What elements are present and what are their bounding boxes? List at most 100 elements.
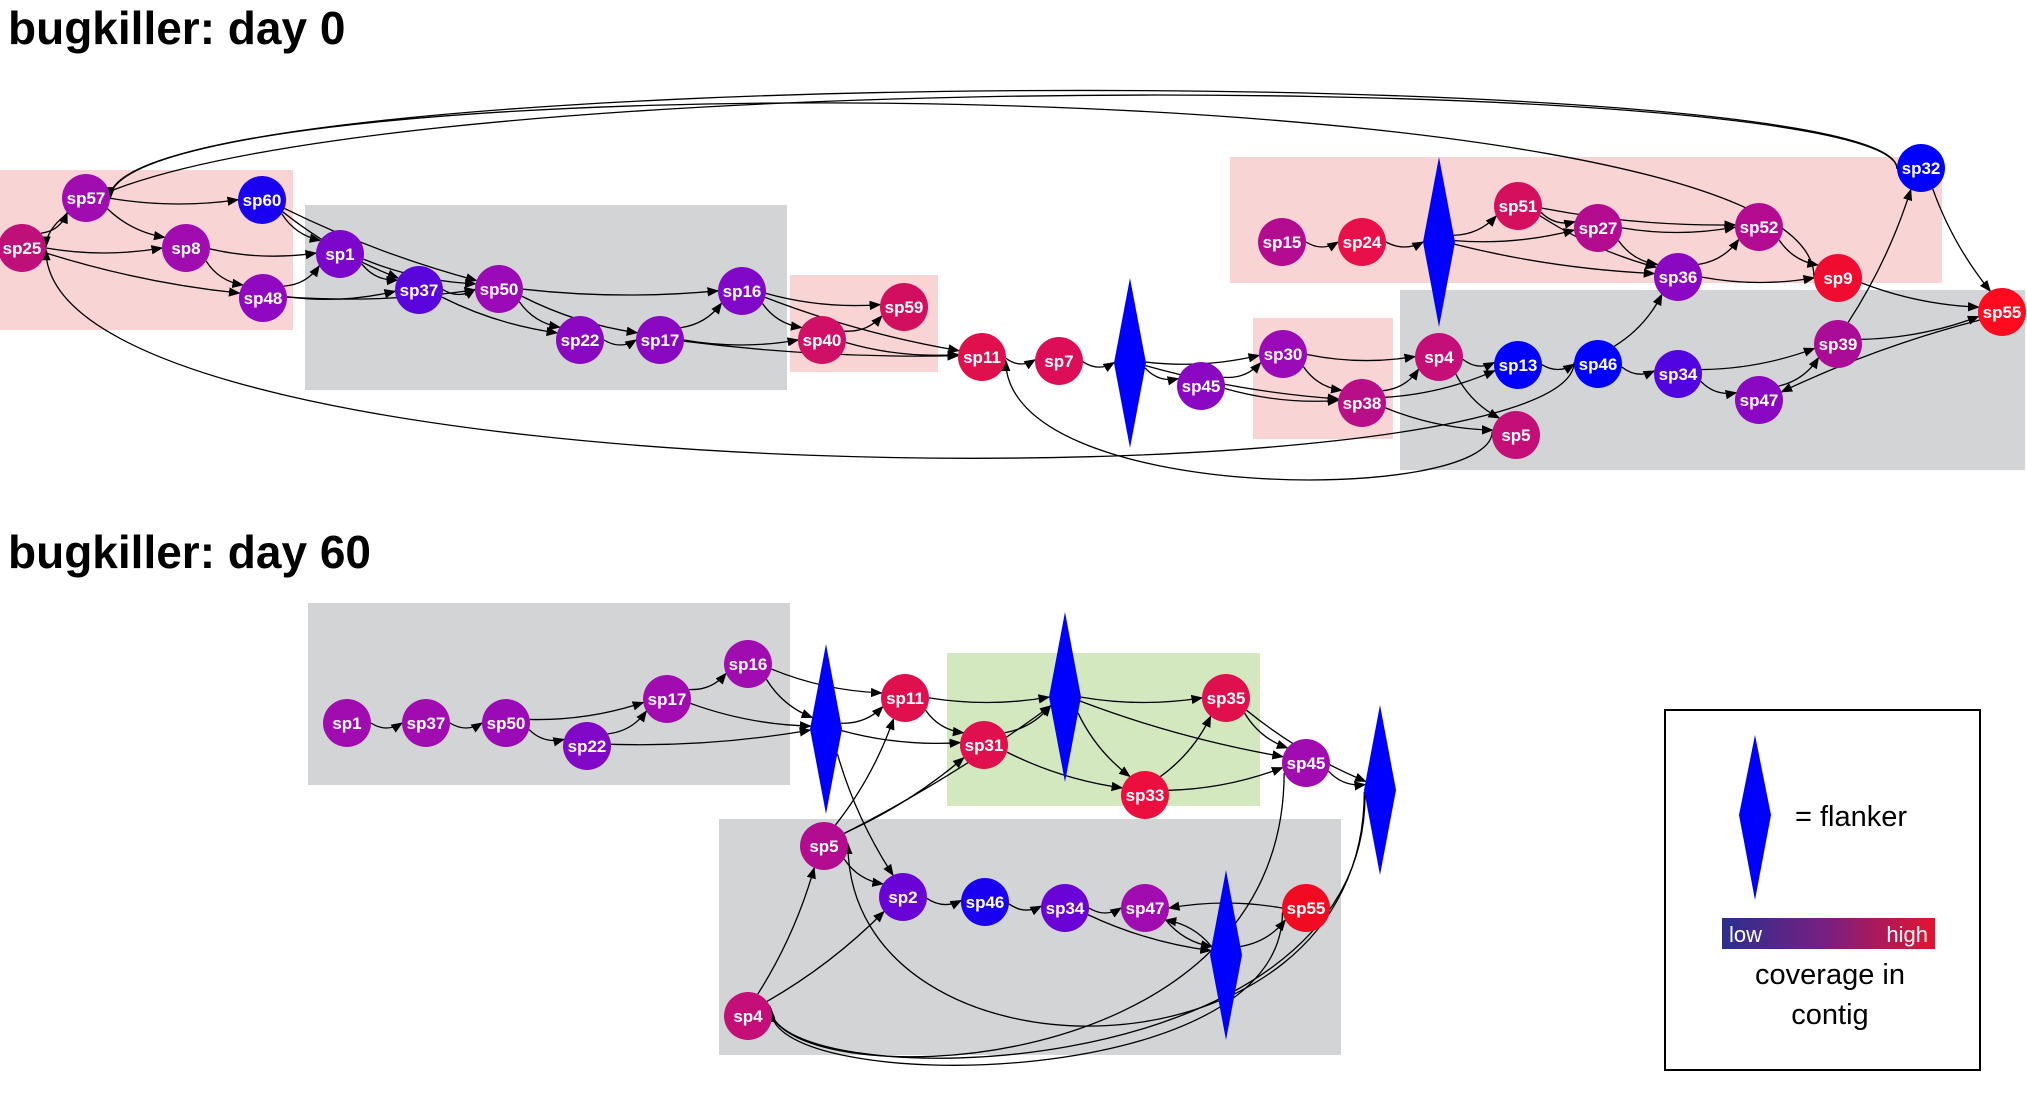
- node-sp24[interactable]: sp24: [1338, 218, 1386, 266]
- node-sp55[interactable]: sp55: [1282, 884, 1330, 932]
- edge-a_sp37-a_sp50: [442, 288, 476, 299]
- node-sp15[interactable]: sp15: [1258, 218, 1306, 266]
- edge-a_sp9-a_sp55: [1861, 282, 1980, 312]
- node-sp60[interactable]: sp60: [238, 176, 286, 224]
- node-sp46[interactable]: sp46: [961, 878, 1009, 926]
- node-sp27[interactable]: sp27: [1574, 204, 1622, 252]
- node-circle: [482, 699, 530, 747]
- node-circle: [798, 316, 846, 364]
- edge-b_sp4-b_sp2: [766, 910, 885, 1002]
- node-sp16[interactable]: sp16: [724, 640, 772, 688]
- node-sp2[interactable]: sp2: [879, 873, 927, 921]
- node-circle: [1338, 379, 1386, 427]
- node-sp33[interactable]: sp33: [1121, 771, 1169, 819]
- edge-b_sp31-b_sp33: [1006, 751, 1124, 792]
- node-sp1[interactable]: sp1: [323, 699, 371, 747]
- node-label: sp35: [1207, 689, 1246, 708]
- node-circle: [162, 224, 210, 272]
- node-circle: [1121, 771, 1169, 819]
- node-circle: [1415, 333, 1463, 381]
- node-label: sp37: [400, 281, 439, 300]
- node-sp38[interactable]: sp38: [1338, 379, 1386, 427]
- edge-b_sp34-b_sp47: [1088, 907, 1122, 918]
- node-sp8[interactable]: sp8: [162, 224, 210, 272]
- node-circle: [1654, 253, 1702, 301]
- edge-a_sp8-a_sp1: [209, 248, 318, 260]
- node-label: sp15: [1263, 233, 1302, 252]
- node-sp7[interactable]: sp7: [1035, 337, 1083, 385]
- node-sp5[interactable]: sp5: [1492, 411, 1540, 459]
- node-label: sp31: [965, 736, 1004, 755]
- edges-day60: [370, 668, 1367, 1066]
- node-circle: [1735, 203, 1783, 251]
- node-sp57[interactable]: sp57: [62, 174, 110, 222]
- node-sp45[interactable]: sp45: [1177, 362, 1225, 410]
- node-circle: [724, 992, 772, 1040]
- node-label: sp33: [1126, 786, 1165, 805]
- node-sp17[interactable]: sp17: [643, 675, 691, 723]
- node-sp46[interactable]: sp46: [1574, 340, 1622, 388]
- node-sp34[interactable]: sp34: [1041, 884, 1089, 932]
- node-sp4[interactable]: sp4: [724, 992, 772, 1040]
- node-sp45[interactable]: sp45: [1282, 739, 1330, 787]
- node-sp1[interactable]: sp1: [316, 230, 364, 278]
- node-sp51[interactable]: sp51: [1494, 182, 1542, 230]
- edge-a_sp34-a_sp39: [1701, 347, 1816, 371]
- node-sp11[interactable]: sp11: [958, 333, 1006, 381]
- node-label: sp45: [1182, 377, 1221, 396]
- node-sp52[interactable]: sp52: [1735, 203, 1783, 251]
- node-sp32[interactable]: sp32: [1897, 144, 1945, 192]
- node-sp35[interactable]: sp35: [1202, 674, 1250, 722]
- node-sp22[interactable]: sp22: [556, 316, 604, 364]
- flanker-diamond-icon: [1210, 870, 1242, 1040]
- node-circle: [1338, 218, 1386, 266]
- node-sp25[interactable]: sp25: [0, 224, 46, 272]
- node-sp40[interactable]: sp40: [798, 316, 846, 364]
- node-sp48[interactable]: sp48: [239, 274, 287, 322]
- node-sp39[interactable]: sp39: [1814, 320, 1862, 368]
- node-sp17[interactable]: sp17: [636, 316, 684, 364]
- node-circle: [880, 283, 928, 331]
- node-sp50[interactable]: sp50: [482, 699, 530, 747]
- node-circle: [1492, 411, 1540, 459]
- edge-a_sp50-a_sp22: [518, 301, 561, 331]
- flanker-node[interactable]: [1114, 278, 1146, 448]
- node-sp47[interactable]: sp47: [1121, 884, 1169, 932]
- node-sp13[interactable]: sp13: [1494, 341, 1542, 389]
- node-label: sp51: [1499, 197, 1538, 216]
- node-sp11[interactable]: sp11: [881, 674, 929, 722]
- node-sp16[interactable]: sp16: [718, 267, 766, 315]
- node-circle: [1654, 350, 1702, 398]
- edge-a_sp45-a_sp38: [1224, 387, 1340, 406]
- flanker-node[interactable]: [1049, 612, 1081, 782]
- flanker-node[interactable]: [1210, 870, 1242, 1040]
- node-sp4[interactable]: sp4: [1415, 333, 1463, 381]
- node-sp50[interactable]: sp50: [475, 265, 523, 313]
- node-label: sp34: [1659, 365, 1698, 384]
- node-circle: [1041, 884, 1089, 932]
- flanker-node[interactable]: [1423, 157, 1455, 327]
- node-sp37[interactable]: sp37: [395, 266, 443, 314]
- flanker-node[interactable]: [1364, 705, 1396, 875]
- node-circle: [238, 176, 286, 224]
- node-sp5[interactable]: sp5: [800, 822, 848, 870]
- node-sp47[interactable]: sp47: [1735, 376, 1783, 424]
- node-sp22[interactable]: sp22: [563, 722, 611, 770]
- node-sp55[interactable]: sp55: [1978, 288, 2026, 336]
- node-sp30[interactable]: sp30: [1259, 330, 1307, 378]
- edge-a_sp40-a_sp11: [845, 341, 960, 360]
- node-sp34[interactable]: sp34: [1654, 350, 1702, 398]
- edge-a_sp13-a_sp46: [1541, 363, 1575, 374]
- node-sp59[interactable]: sp59: [880, 283, 928, 331]
- edge-a_sp38-a_sp5: [1385, 407, 1494, 435]
- edge-a_sp46-a_sp36: [1613, 293, 1663, 347]
- edge-a_sp57-a_sp8: [107, 208, 166, 241]
- node-sp37[interactable]: sp37: [402, 699, 450, 747]
- edge-b_sp50-b_sp22: [528, 729, 566, 747]
- edge-b_sp17-b_fl1: [690, 702, 812, 731]
- node-sp36[interactable]: sp36: [1654, 253, 1702, 301]
- node-sp9[interactable]: sp9: [1814, 254, 1862, 302]
- edge-a_sp22-a_sp17: [603, 339, 637, 350]
- node-sp31[interactable]: sp31: [960, 721, 1008, 769]
- flanker-node[interactable]: [810, 644, 842, 814]
